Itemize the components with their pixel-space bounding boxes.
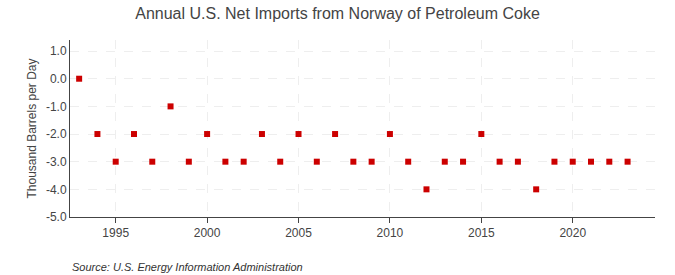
svg-text:Source: U.S. Energy Informatio: Source: U.S. Energy Information Administ… — [72, 261, 303, 273]
svg-text:1.0: 1.0 — [50, 44, 67, 58]
svg-text:-2.0: -2.0 — [46, 127, 67, 141]
svg-text:-3.0: -3.0 — [46, 155, 67, 169]
svg-text:0.0: 0.0 — [50, 72, 67, 86]
svg-text:2005: 2005 — [285, 226, 312, 240]
svg-text:-1.0: -1.0 — [46, 100, 67, 114]
svg-text:2010: 2010 — [377, 226, 404, 240]
svg-text:2020: 2020 — [559, 226, 586, 240]
svg-text:-5.0: -5.0 — [46, 210, 67, 224]
svg-text:2015: 2015 — [468, 226, 495, 240]
svg-text:2000: 2000 — [194, 226, 221, 240]
svg-text:-4.0: -4.0 — [46, 183, 67, 197]
svg-text:Thousand Barrels per Day: Thousand Barrels per Day — [25, 58, 39, 198]
svg-text:1995: 1995 — [102, 226, 129, 240]
svg-text:Annual U.S. Net Imports from N: Annual U.S. Net Imports from Norway of P… — [135, 5, 540, 22]
